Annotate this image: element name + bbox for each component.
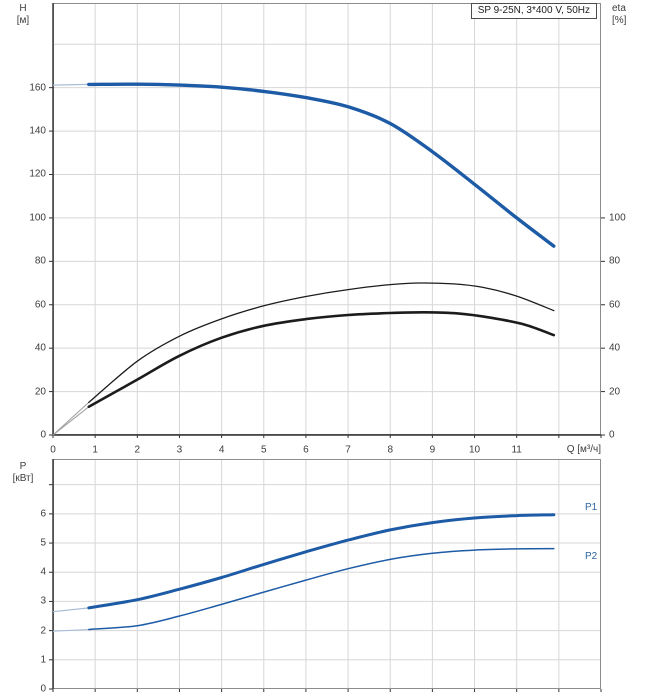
curve-P1 <box>87 513 556 610</box>
y-left-tick-label: 20 <box>34 386 46 398</box>
eta-axis-symbol: eta <box>612 3 626 14</box>
curve-P2-lead-in <box>52 628 89 632</box>
curve-eta-pump <box>88 282 555 404</box>
curve-H-lead-in <box>52 83 89 86</box>
y-left-tick-label: 40 <box>34 342 46 354</box>
pump-model-title-box: SP 9-25N, 3*400 V, 50Hz <box>470 3 597 19</box>
eta-axis-label: eta [%] <box>612 3 626 27</box>
x-tick-label: 6 <box>303 444 309 456</box>
y-left-tick-label: 2 <box>40 625 46 637</box>
y-left-tick-label: 160 <box>29 82 46 94</box>
y-right-tick-label: 100 <box>609 212 626 224</box>
y-left-tick-label: 100 <box>29 212 46 224</box>
x-tick-label: 2 <box>134 444 141 456</box>
curve-P2 <box>88 547 555 631</box>
curve-P1-lead-in <box>52 607 89 613</box>
y-left-tick-label: 5 <box>40 537 46 549</box>
x-tick-label: 8 <box>387 444 393 456</box>
y-right-tick-label: 0 <box>609 429 615 441</box>
y-left-tick-label: 6 <box>40 508 46 520</box>
h-axis-unit: [м] <box>16 15 30 26</box>
y-left-tick-label: 4 <box>40 566 46 578</box>
power-chart <box>49 459 602 692</box>
x-tick-label: 9 <box>429 444 436 456</box>
y-left-tick-label: 60 <box>34 299 46 311</box>
x-tick-label: 4 <box>218 444 225 456</box>
x-tick-label: 11 <box>511 444 522 456</box>
q-axis-label: Q [м³/ч] <box>566 444 601 455</box>
x-tick-label: 3 <box>176 444 183 456</box>
y-left-tick-label: 1 <box>40 654 46 666</box>
curve-eta-pump-plus-motor <box>87 310 556 409</box>
p-axis-unit: [кВт] <box>12 473 34 484</box>
curve-eta-pump-plus-motor-lead-in <box>52 406 90 436</box>
head-efficiency-chart <box>49 3 605 438</box>
x-tick-label: 1 <box>92 444 98 456</box>
y-right-tick-label: 80 <box>609 255 621 267</box>
eta-axis-unit: [%] <box>612 15 627 26</box>
x-tick-label: 7 <box>345 444 351 456</box>
y-left-tick-label: 0 <box>40 429 46 441</box>
h-axis-symbol: H <box>19 3 27 14</box>
y-left-tick-label: 80 <box>34 255 46 267</box>
p1-curve-label: P1 <box>585 502 598 513</box>
x-tick-label: 0 <box>50 444 56 456</box>
p-axis-symbol: P <box>19 461 27 472</box>
y-left-tick-label: 0 <box>40 683 46 695</box>
y-left-tick-label: 3 <box>40 595 46 607</box>
p-axis-label: P [кВт] <box>0 461 46 485</box>
y-right-tick-label: 60 <box>609 299 621 311</box>
y-left-tick-label: 120 <box>29 168 46 180</box>
h-axis-label: H [м] <box>0 3 46 27</box>
p2-curve-label: P2 <box>585 551 598 562</box>
y-left-tick-label: 140 <box>29 125 46 137</box>
y-right-tick-label: 40 <box>609 342 621 354</box>
x-tick-label: 5 <box>260 444 267 456</box>
x-tick-label: 10 <box>468 444 481 456</box>
curve-H <box>87 82 556 248</box>
curve-eta-pump-lead-in <box>52 401 90 436</box>
y-right-tick-label: 20 <box>609 386 621 398</box>
